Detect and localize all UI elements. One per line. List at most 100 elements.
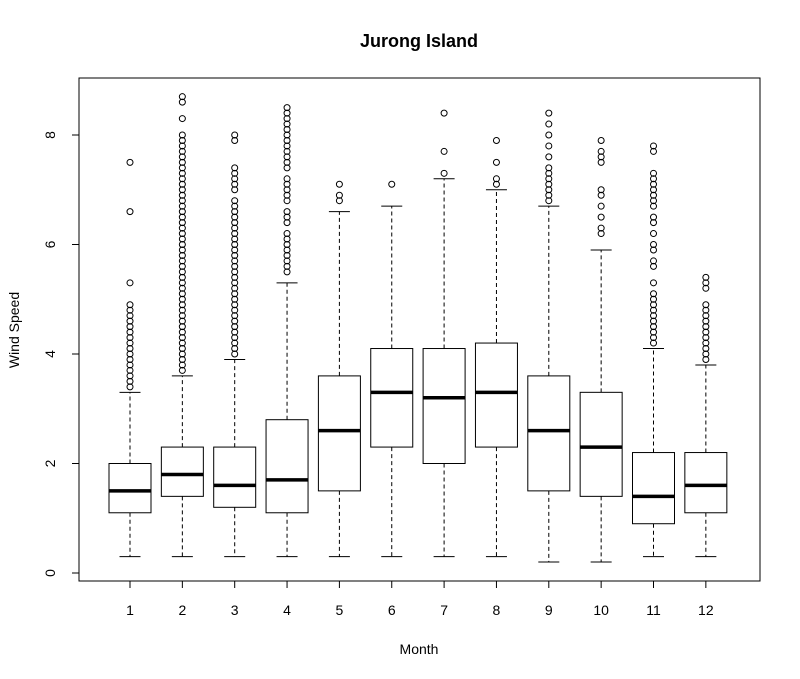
outlier-point: [231, 224, 239, 232]
outlier-point: [702, 334, 710, 342]
outlier-point: [178, 350, 186, 358]
outlier-point: [283, 164, 291, 172]
outlier-point: [178, 197, 186, 205]
outlier-point: [231, 251, 239, 259]
y-tick-label: 6: [42, 240, 58, 248]
outlier-point: [126, 328, 134, 336]
outlier-point: [231, 164, 239, 172]
outlier-point: [231, 290, 239, 298]
outlier-point: [178, 306, 186, 314]
y-axis-label: Wind Speed: [6, 292, 22, 368]
outlier-point: [231, 257, 239, 265]
x-tick-label: 7: [440, 602, 448, 618]
outlier-point: [597, 191, 605, 199]
outlier-point: [650, 230, 657, 238]
y-tick-label: 2: [42, 459, 58, 467]
x-tick-label: 10: [593, 602, 609, 618]
outlier-point: [178, 208, 186, 216]
outlier-point: [126, 208, 134, 216]
outlier-point: [283, 158, 291, 166]
outlier-point: [283, 230, 291, 238]
box-iqr: [579, 391, 623, 497]
outlier-point: [283, 153, 291, 161]
outlier-point: [178, 235, 186, 243]
outlier-point: [178, 273, 186, 281]
outlier-point: [178, 219, 186, 227]
outlier-point: [126, 366, 134, 374]
outlier-point: [178, 186, 186, 194]
box-iqr: [527, 375, 571, 492]
outlier-point: [283, 131, 291, 139]
x-tick-label: 1: [126, 602, 134, 618]
outlier-point: [126, 372, 134, 380]
outlier-point: [702, 345, 710, 353]
outlier-point: [650, 142, 657, 150]
outlier-point: [126, 345, 134, 353]
box-month-11: [632, 142, 675, 558]
outlier-point: [650, 186, 657, 194]
outlier-point: [650, 257, 657, 265]
outlier-point: [650, 180, 657, 188]
outlier-point: [178, 136, 186, 144]
x-tick-label: 3: [231, 602, 239, 618]
outlier-point: [178, 312, 186, 320]
outlier-point: [597, 202, 605, 210]
outlier-point: [126, 350, 134, 358]
box-month-4: [265, 104, 309, 558]
outlier-point: [702, 328, 710, 336]
outlier-point: [178, 355, 186, 363]
outlier-point: [178, 345, 186, 353]
outlier-point: [178, 262, 186, 270]
outlier-point: [492, 175, 500, 183]
outlier-point: [231, 246, 239, 254]
outlier-point: [126, 158, 134, 166]
outlier-point: [178, 98, 186, 106]
outlier-point: [650, 262, 657, 270]
box-iqr: [684, 452, 728, 514]
box-month-12: [684, 273, 728, 558]
y-tick-label: 8: [42, 131, 58, 139]
y-tick-label: 0: [42, 569, 58, 577]
outlier-point: [178, 202, 186, 210]
box-month-1: [108, 158, 152, 558]
outlier-point: [597, 158, 605, 166]
outlier-point: [231, 169, 239, 177]
outlier-point: [231, 323, 239, 331]
outlier-point: [178, 191, 186, 199]
outlier-point: [650, 334, 657, 342]
box-month-5: [317, 180, 361, 558]
outlier-point: [545, 186, 553, 194]
outlier-point: [283, 213, 291, 221]
outlier-point: [178, 257, 186, 265]
outlier-point: [178, 328, 186, 336]
outlier-point: [231, 175, 239, 183]
outlier-point: [126, 306, 134, 314]
box-iqr: [160, 446, 204, 497]
outlier-point: [283, 109, 291, 117]
outlier-point: [650, 339, 657, 347]
outlier-point: [650, 202, 657, 210]
outlier-point: [231, 312, 239, 320]
outlier-point: [178, 131, 186, 139]
x-tick-label: 2: [178, 602, 186, 618]
outlier-point: [178, 268, 186, 276]
outlier-point: [335, 197, 343, 205]
outlier-point: [231, 230, 239, 238]
box-month-7: [422, 109, 466, 558]
x-tick-label: 6: [388, 602, 396, 618]
outlier-point: [545, 109, 553, 117]
outlier-point: [126, 383, 134, 391]
outlier-point: [231, 186, 239, 194]
outlier-point: [178, 169, 186, 177]
outlier-point: [650, 147, 657, 155]
outlier-point: [178, 251, 186, 259]
outlier-point: [231, 339, 239, 347]
outlier-point: [650, 175, 657, 183]
x-tick-label: 5: [336, 602, 344, 618]
outlier-point: [283, 136, 291, 144]
outlier-point: [283, 257, 291, 265]
outlier-point: [702, 284, 710, 292]
outlier-point: [440, 169, 448, 177]
box-month-8: [474, 136, 518, 558]
